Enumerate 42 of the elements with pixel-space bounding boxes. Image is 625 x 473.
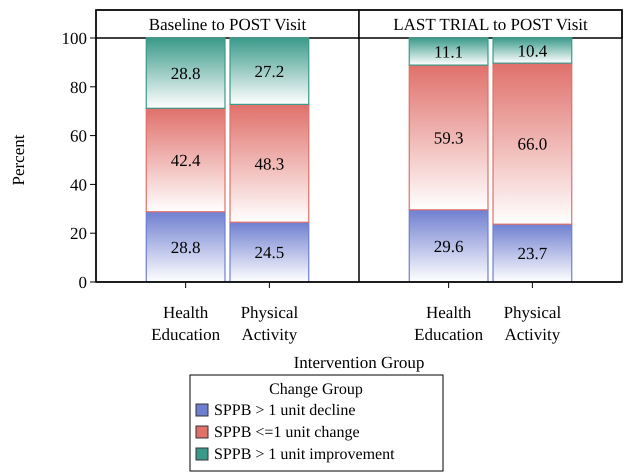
y-tick-label: 20 [70,224,87,244]
legend-label: SPPB <=1 unit change [214,424,360,441]
x-tick-label: Health Education [151,303,221,344]
legend-label: SPPB > 1 unit decline [214,402,356,419]
data-label: 66.0 [518,134,548,154]
legend-label: SPPB > 1 unit improvement [214,446,396,463]
y-tick-label: 80 [70,78,87,97]
bar [229,37,310,105]
bar [229,222,310,283]
x-tick-label: Physical Activity [504,303,562,344]
bar [146,108,226,212]
y-tick-label: 40 [70,175,87,194]
bar [229,104,310,223]
y-tick-label: 100 [62,29,87,48]
data-label: 24.5 [254,243,284,262]
bar [492,224,572,283]
data-label: 11.1 [434,42,464,62]
data-label: 28.8 [170,238,200,257]
bar [408,37,489,66]
chart-title: Baseline to POST Visit [148,15,307,34]
chart-title: LAST TRIAL to POST Visit [393,15,588,34]
data-label: 29.6 [434,236,464,256]
data-label: 42.4 [170,151,201,170]
y-axis-title: Percent [9,134,28,186]
data-label: 10.4 [518,41,548,60]
x-axis-title: Intervention Group [294,353,424,372]
bar [408,64,489,210]
data-label: 23.7 [518,244,548,264]
data-label: 28.8 [170,64,200,84]
y-tick-label: 0 [78,273,87,292]
x-tick-label: Physical Activity [240,303,298,344]
bar [408,209,489,283]
y-tick-label: 60 [70,126,87,146]
x-tick-label: Health Education [414,303,484,344]
bar [146,211,226,283]
bar [492,37,572,64]
data-label: 27.2 [254,62,284,82]
data-label: 59.3 [434,128,464,148]
legend-title: Change Group [269,381,363,398]
data-label: 48.3 [254,154,284,174]
bar [146,37,226,109]
bar [492,62,572,225]
